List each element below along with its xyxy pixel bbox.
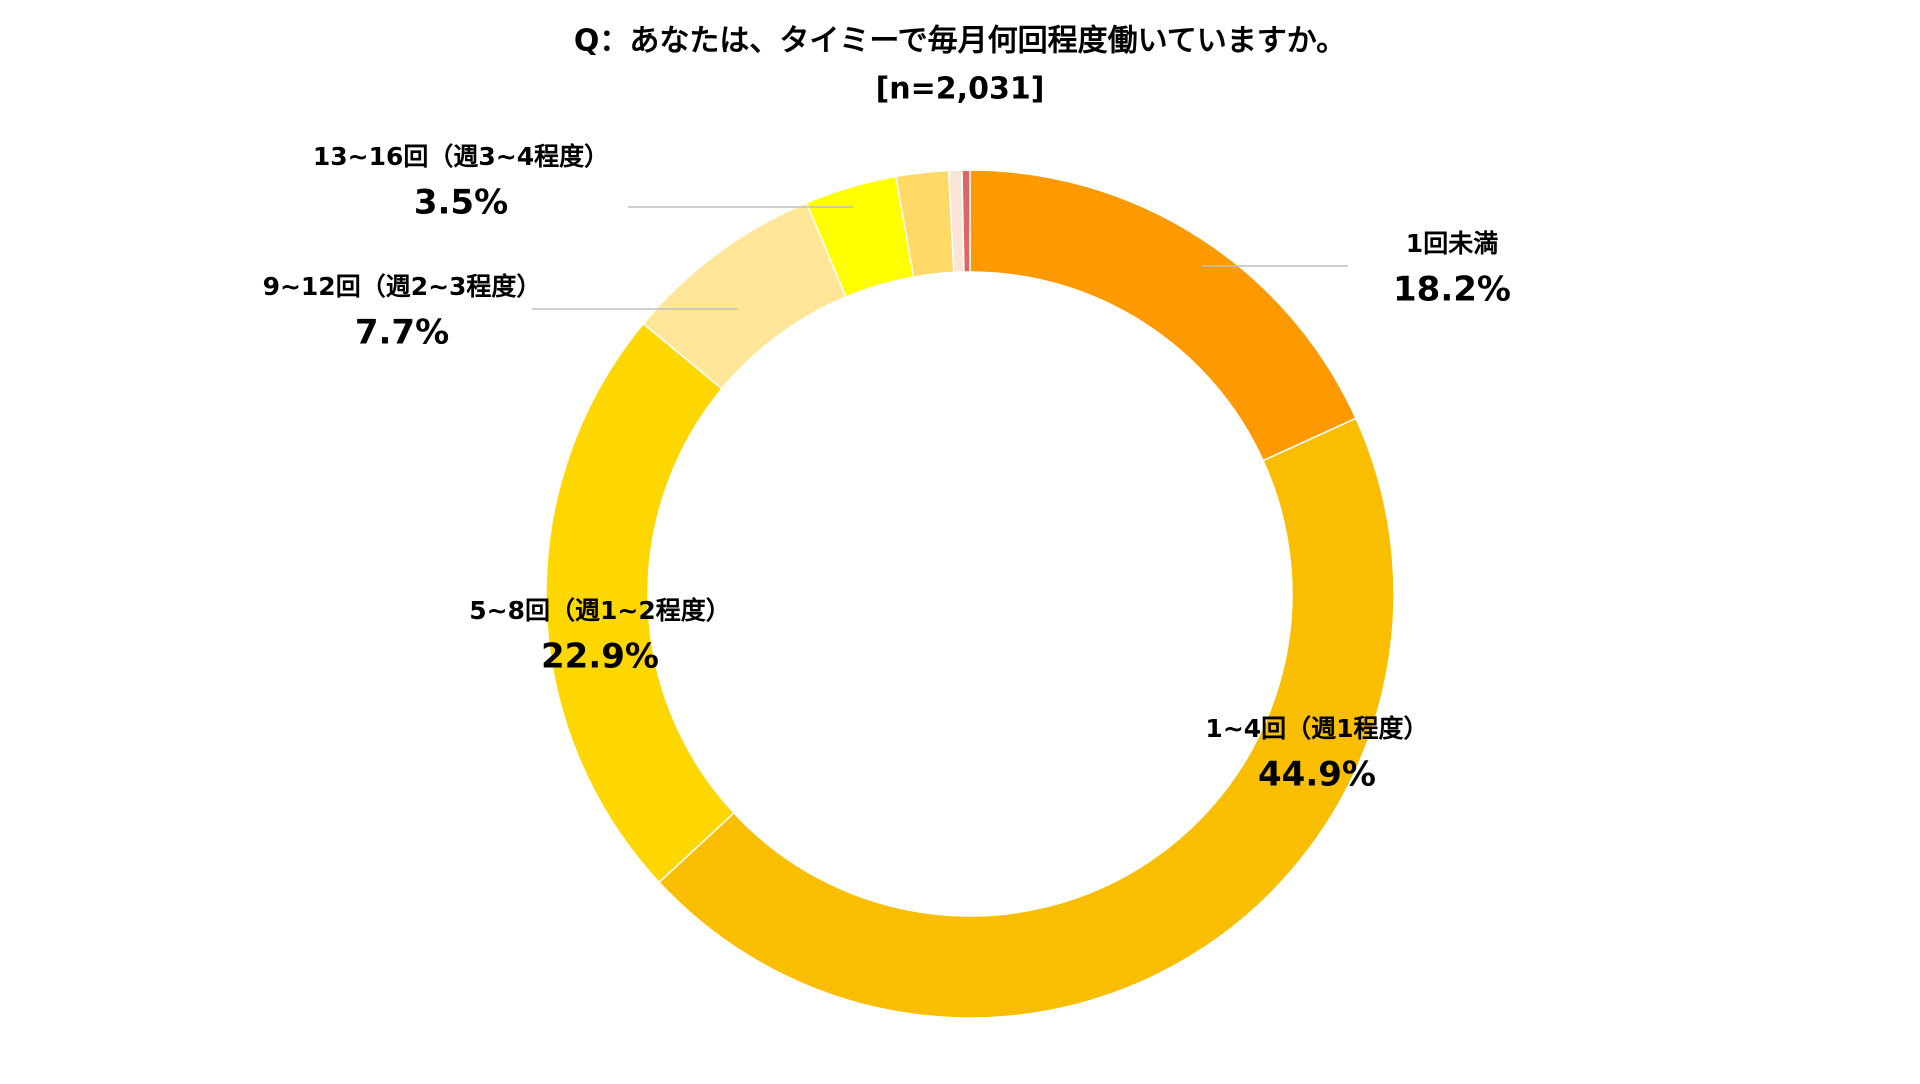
donut-segment (658, 417, 1395, 1019)
value-label: 44.9% (1258, 755, 1376, 795)
category-label: 13~16回（週3~4程度） (313, 142, 609, 171)
value-label: 7.7% (355, 313, 449, 353)
category-label: 5~8回（週1~2程度） (469, 596, 730, 625)
category-label: 9~12回（週2~3程度） (263, 272, 542, 301)
donut-segment (961, 169, 971, 273)
value-label: 18.2% (1393, 270, 1511, 310)
value-label: 22.9% (541, 637, 659, 677)
value-label: 3.5% (414, 183, 508, 223)
chart-title: Q：あなたは、タイミーで毎月何回程度働いていますか。 (574, 24, 1346, 59)
donut-segment (969, 169, 1357, 462)
category-label: 1~4回（週1程度） (1205, 714, 1428, 743)
donut-segment (545, 322, 735, 884)
chart-subtitle: [n=2,031] (876, 72, 1045, 107)
category-label: 1回未満 (1406, 229, 1498, 258)
